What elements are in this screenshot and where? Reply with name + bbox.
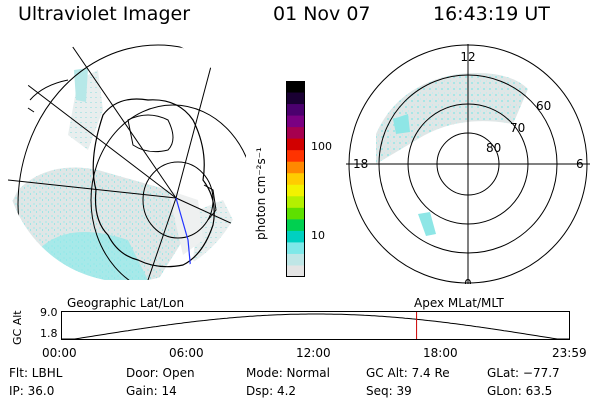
emission-patch bbox=[393, 114, 410, 134]
coastline bbox=[92, 98, 215, 268]
info-mode: Mode: Normal bbox=[246, 366, 330, 380]
meridian-line bbox=[67, 40, 177, 199]
mlt-label-right: 6 bbox=[576, 157, 584, 171]
colorbar-cell bbox=[286, 230, 305, 243]
mlt-label-left: 18 bbox=[353, 157, 368, 171]
colorbar-cell bbox=[286, 138, 305, 151]
coastline bbox=[29, 79, 69, 101]
colorbar-cell bbox=[286, 207, 305, 220]
mlt-label-top: 12 bbox=[460, 50, 475, 64]
page-title: Ultraviolet Imager bbox=[18, 3, 191, 25]
coastline bbox=[27, 107, 35, 113]
meridian-line bbox=[8, 179, 177, 199]
colorbar-tick-label: 10 bbox=[311, 229, 325, 242]
time-axis-tick: 12:00 bbox=[296, 346, 331, 360]
colorbar-cell bbox=[286, 150, 305, 163]
info-flt: Flt: LBHL bbox=[9, 366, 63, 380]
geographic-grid-label: Geographic Lat/Lon bbox=[67, 296, 185, 310]
lat-label: 70 bbox=[510, 121, 525, 135]
colorbar-cell bbox=[286, 92, 305, 105]
latitude-circle bbox=[17, 44, 246, 280]
track-line bbox=[175, 197, 192, 273]
info-glat: GLat: −77.7 bbox=[487, 366, 560, 380]
altitude-y-tick: 1.8 bbox=[40, 327, 58, 340]
colorbar-cell bbox=[286, 242, 305, 255]
altitude-plot bbox=[61, 311, 570, 340]
time-axis-tick: 23:59 bbox=[552, 346, 587, 360]
info-gc-alt: GC Alt: 7.4 Re bbox=[366, 366, 450, 380]
time-readout: 16:43:19 UT bbox=[433, 3, 550, 25]
time-axis-tick: 00:00 bbox=[42, 346, 77, 360]
info-gain: Gain: 14 bbox=[126, 384, 177, 398]
latitude-circle bbox=[90, 104, 246, 280]
info-ip: IP: 36.0 bbox=[9, 384, 55, 398]
lat-label: 80 bbox=[486, 141, 501, 155]
colorbar-unit-label: photon cm⁻²s⁻¹ bbox=[254, 147, 268, 240]
time-axis-tick: 06:00 bbox=[169, 346, 204, 360]
mlt-label-bottom: 0 bbox=[464, 277, 472, 284]
altitude-y-tick: 9.0 bbox=[40, 306, 58, 319]
magnetic-map-image[interactable]: 12 18 6 0 60 70 80 bbox=[338, 44, 598, 284]
colorbar-cell bbox=[286, 253, 305, 266]
info-glon: GLon: 63.5 bbox=[487, 384, 553, 398]
meridian-line bbox=[147, 197, 177, 280]
colorbar-cell bbox=[286, 196, 305, 209]
emission-patch bbox=[74, 68, 88, 102]
coastline bbox=[127, 114, 174, 153]
altitude-plot-frame bbox=[61, 311, 570, 340]
colorbar-cell bbox=[286, 81, 305, 94]
geographic-map-image[interactable] bbox=[8, 40, 246, 280]
lat-label: 60 bbox=[536, 99, 551, 113]
apex-grid-label: Apex MLat/MLT bbox=[414, 296, 504, 310]
colorbar-cell bbox=[286, 184, 305, 197]
colorbar-cell bbox=[286, 161, 305, 174]
info-door: Door: Open bbox=[126, 366, 195, 380]
info-seq: Seq: 39 bbox=[366, 384, 412, 398]
outer-circle bbox=[348, 44, 588, 284]
colorbar-frame bbox=[286, 81, 305, 277]
emission-region bbox=[376, 73, 528, 164]
colorbar bbox=[286, 81, 305, 277]
colorbar-cell bbox=[286, 104, 305, 117]
colorbar-cell bbox=[286, 173, 305, 186]
colorbar-tick-label: 100 bbox=[311, 140, 332, 153]
time-axis-tick: 18:00 bbox=[423, 346, 458, 360]
coastline bbox=[203, 184, 217, 221]
emission-patch bbox=[418, 212, 436, 236]
colorbar-cell bbox=[286, 219, 305, 232]
meridian-line bbox=[8, 69, 177, 199]
colorbar-cell bbox=[286, 127, 305, 140]
date-readout: 01 Nov 07 bbox=[273, 3, 371, 25]
colorbar-cell bbox=[286, 265, 305, 277]
colorbar-cell bbox=[286, 115, 305, 128]
info-dsp: Dsp: 4.2 bbox=[246, 384, 297, 398]
altitude-curve bbox=[62, 313, 570, 340]
altitude-axis-title: GC Alt bbox=[11, 310, 24, 345]
meridian-line bbox=[175, 40, 219, 199]
